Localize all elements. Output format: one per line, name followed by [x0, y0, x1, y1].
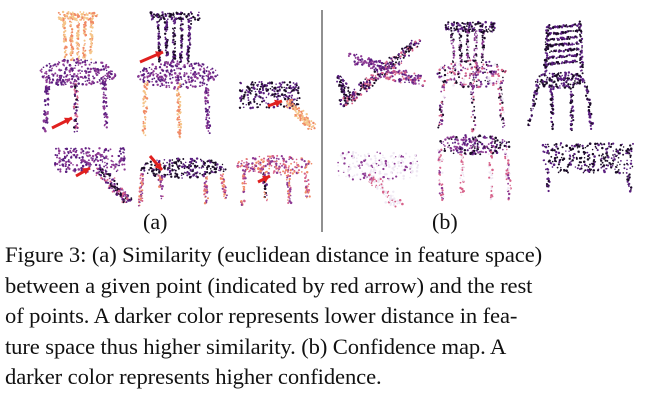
cloud-gun-a2	[54, 147, 133, 204]
cloud-table-a1	[137, 157, 228, 207]
figure-caption: Figure 3: (a) Similarity (euclidean dist…	[5, 240, 645, 393]
caption-line-2: between a given point (indicated by red …	[5, 272, 533, 298]
panel-label-a: (a)	[143, 209, 168, 234]
cloud-gun-b4	[337, 150, 420, 208]
cloud-chair-b2	[436, 20, 507, 133]
red-arrow-a2	[139, 50, 164, 64]
figure: (a) (b)	[39, 10, 634, 234]
caption-line-4: ture space thus higher similarity. (b) C…	[5, 333, 507, 359]
red-arrow-a4	[75, 166, 91, 178]
cloud-chair-a1	[39, 10, 117, 133]
red-arrow-a3	[267, 99, 283, 108]
cloud-table-a2	[236, 154, 313, 206]
red-arrow-a6	[257, 174, 271, 184]
cloud-chair-a2	[137, 11, 219, 139]
cloud-gun-a1	[238, 80, 317, 130]
caption-line-5: darker color represents higher confidenc…	[5, 364, 382, 389]
caption-line-3: of points. A darker color represents low…	[5, 303, 518, 328]
point-cloud-figure	[39, 10, 634, 232]
cloud-chair-b3	[527, 20, 595, 132]
red-arrow-a5	[148, 155, 164, 171]
cloud-table-b6	[541, 142, 634, 193]
panel-label-b: (b)	[432, 209, 458, 234]
cloud-table-b5	[437, 134, 512, 202]
cloud-airplane-b1	[336, 39, 426, 108]
red-arrow-a1	[51, 116, 73, 130]
caption-line-1: Figure 3: (a) Similarity (euclidean dist…	[5, 242, 543, 267]
